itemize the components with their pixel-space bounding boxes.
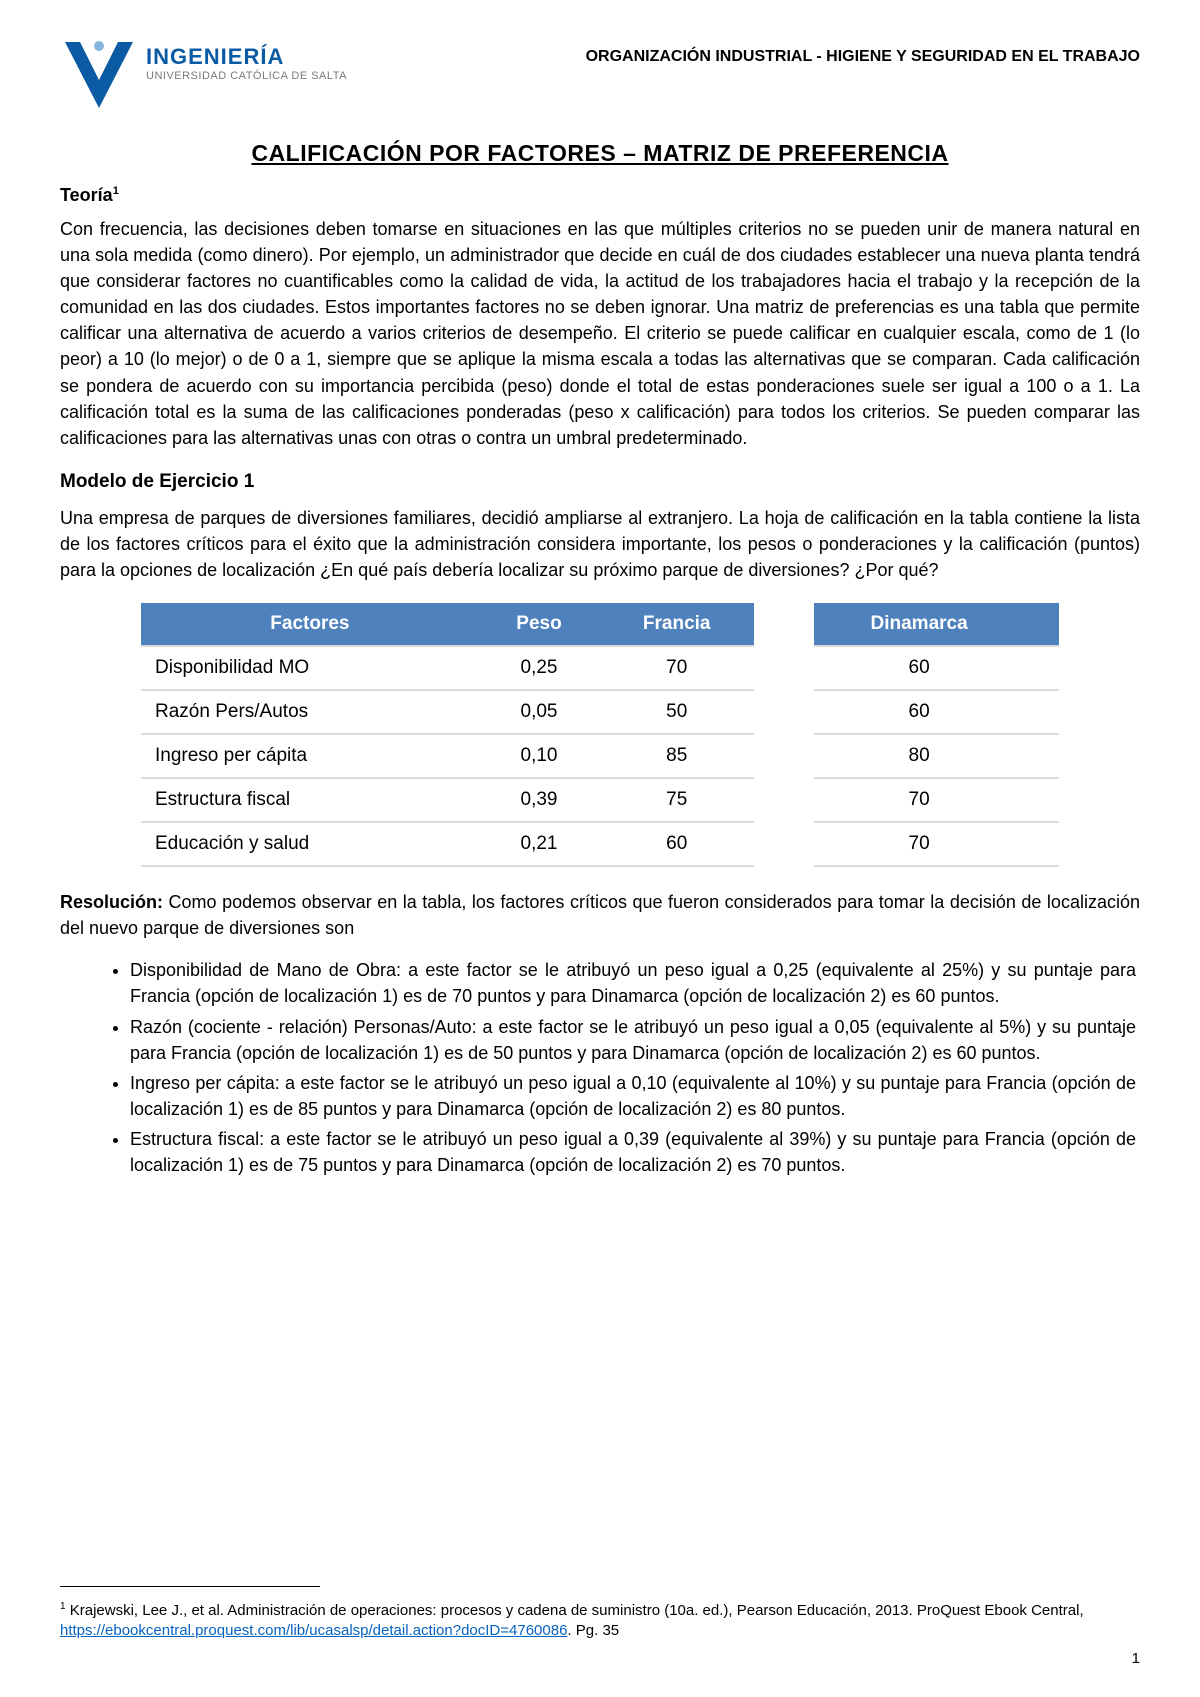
cell-peso: 0,10 [479, 734, 599, 778]
cell-peso: 0,39 [479, 778, 599, 822]
logo-text: INGENIERÍA UNIVERSIDAD CATÓLICA DE SALTA [146, 40, 347, 82]
cell-tail [1024, 690, 1059, 734]
cell-peso: 0,05 [479, 690, 599, 734]
resolution-intro-text: Como podemos observar en la tabla, los f… [60, 892, 1140, 938]
col-factores: Factores [141, 603, 479, 646]
cell-tail [1024, 778, 1059, 822]
list-item: Estructura fiscal: a este factor se le a… [130, 1126, 1140, 1178]
footnote-marker: 1 [113, 185, 119, 197]
logo-title: INGENIERÍA [146, 44, 347, 70]
resolution-intro: Resolución: Como podemos observar en la … [60, 889, 1140, 941]
factors-table: Factores Peso Francia Dinamarca Disponib… [141, 603, 1059, 867]
cell-francia: 75 [599, 778, 754, 822]
table-row: Estructura fiscal0,3975 70 [141, 778, 1059, 822]
table-header-row: Factores Peso Francia Dinamarca [141, 603, 1059, 646]
university-logo-icon [60, 40, 138, 110]
list-item: Disponibilidad de Mano de Obra: a este f… [130, 957, 1140, 1009]
cell-dinamarca: 70 [814, 822, 1024, 866]
cell-dinamarca: 80 [814, 734, 1024, 778]
theory-label: Teoría [60, 185, 113, 205]
document-title: CALIFICACIÓN POR FACTORES – MATRIZ DE PR… [60, 140, 1140, 167]
col-gap [754, 603, 814, 646]
exercise-heading: Modelo de Ejercicio 1 [60, 471, 1140, 493]
table-row: Razón Pers/Autos0,0550 60 [141, 690, 1059, 734]
footnote-link[interactable]: https://ebookcentral.proquest.com/lib/uc… [60, 1622, 567, 1639]
list-item: Razón (cociente - relación) Personas/Aut… [130, 1014, 1140, 1066]
cell-francia: 70 [599, 646, 754, 690]
cell-gap [754, 822, 814, 866]
cell-francia: 85 [599, 734, 754, 778]
col-francia: Francia [599, 603, 754, 646]
page-header: INGENIERÍA UNIVERSIDAD CATÓLICA DE SALTA… [60, 40, 1140, 110]
exercise-paragraph: Una empresa de parques de diversiones fa… [60, 505, 1140, 583]
cell-gap [754, 734, 814, 778]
cell-gap [754, 646, 814, 690]
cell-tail [1024, 734, 1059, 778]
table-row: Ingreso per cápita0,1085 80 [141, 734, 1059, 778]
footnote-text-before: Krajewski, Lee J., et al. Administración… [66, 1602, 1084, 1619]
cell-francia: 60 [599, 822, 754, 866]
cell-gap [754, 778, 814, 822]
footnote: 1 Krajewski, Lee J., et al. Administraci… [60, 1600, 1140, 1642]
cell-peso: 0,25 [479, 646, 599, 690]
list-item: Ingreso per cápita: a este factor se le … [130, 1070, 1140, 1122]
cell-tail [1024, 646, 1059, 690]
resolution-label: Resolución: [60, 892, 163, 912]
cell-factor: Razón Pers/Autos [141, 690, 479, 734]
cell-tail [1024, 822, 1059, 866]
table-row: Disponibilidad MO0,2570 60 [141, 646, 1059, 690]
col-dinamarca: Dinamarca [814, 603, 1024, 646]
col-tail [1024, 603, 1059, 646]
cell-peso: 0,21 [479, 822, 599, 866]
course-title: ORGANIZACIÓN INDUSTRIAL - HIGIENE Y SEGU… [586, 40, 1140, 66]
resolution-bullets: Disponibilidad de Mano de Obra: a este f… [60, 957, 1140, 1178]
col-peso: Peso [479, 603, 599, 646]
cell-gap [754, 690, 814, 734]
page-number: 1 [1132, 1650, 1140, 1667]
cell-dinamarca: 60 [814, 646, 1024, 690]
footnote-separator [60, 1586, 320, 1587]
footnote-text-after: . Pg. 35 [567, 1622, 619, 1639]
cell-dinamarca: 60 [814, 690, 1024, 734]
cell-factor: Educación y salud [141, 822, 479, 866]
logo-block: INGENIERÍA UNIVERSIDAD CATÓLICA DE SALTA [60, 40, 347, 110]
cell-factor: Disponibilidad MO [141, 646, 479, 690]
theory-paragraph: Con frecuencia, las decisiones deben tom… [60, 216, 1140, 451]
logo-subtitle: UNIVERSIDAD CATÓLICA DE SALTA [146, 70, 347, 82]
theory-heading: Teoría1 [60, 185, 1140, 206]
cell-francia: 50 [599, 690, 754, 734]
table-row: Educación y salud0,2160 70 [141, 822, 1059, 866]
cell-factor: Ingreso per cápita [141, 734, 479, 778]
cell-dinamarca: 70 [814, 778, 1024, 822]
cell-factor: Estructura fiscal [141, 778, 479, 822]
